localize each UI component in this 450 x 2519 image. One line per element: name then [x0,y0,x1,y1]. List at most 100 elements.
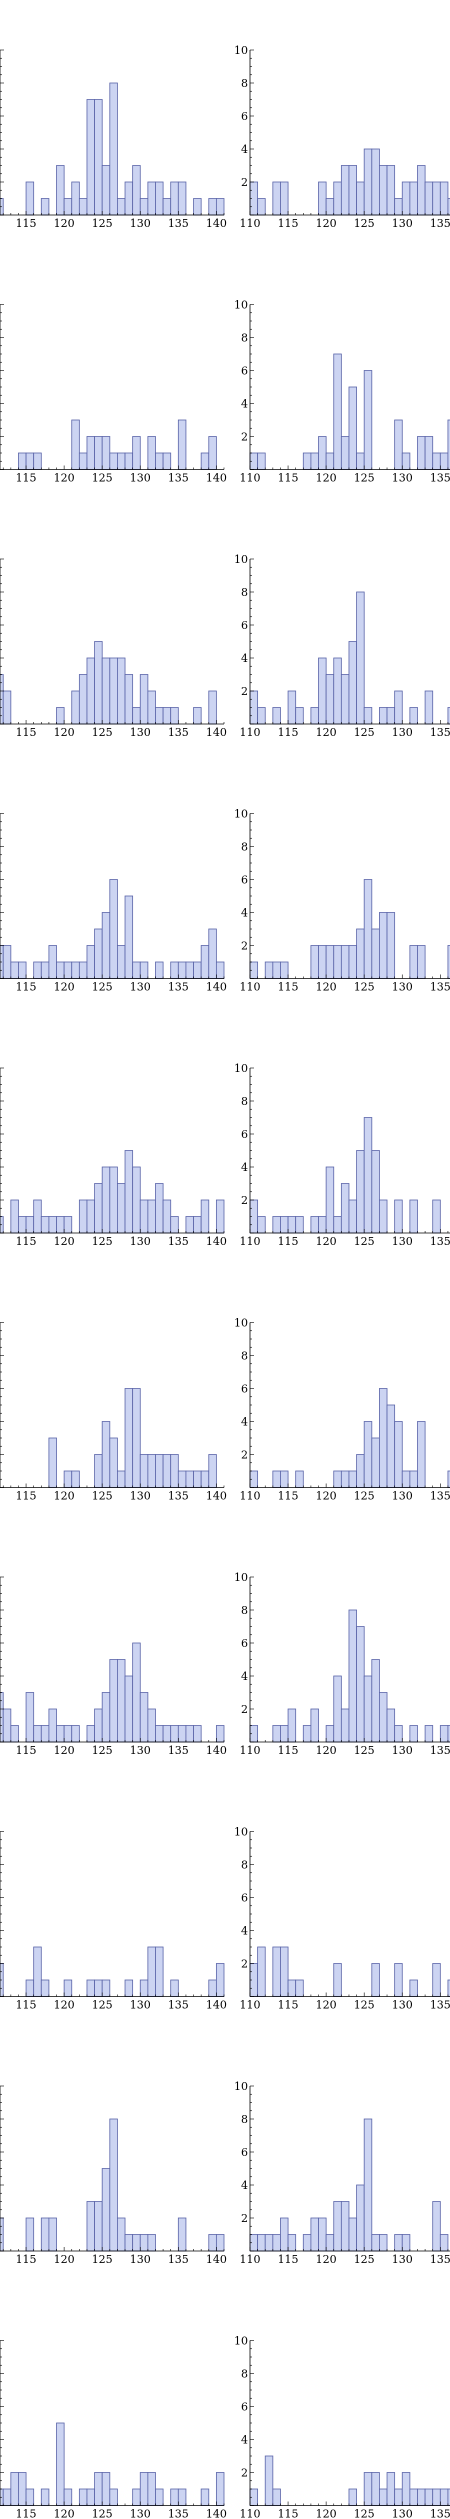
x-tick-label: 125 [354,1999,375,2012]
x-tick-label: 130 [130,1999,151,2012]
histogram-bar [447,945,450,979]
x-tick-label: 120 [54,2253,75,2266]
histogram-bar [363,2472,373,2506]
x-tick-label: 125 [354,1490,375,1503]
x-tick-label: 125 [92,2508,113,2519]
x-tick-label: 110 [240,1490,261,1503]
y-tick-label: 4 [241,907,248,920]
histogram-bar [272,2234,281,2252]
histogram-bar [139,2472,149,2506]
y-tick-label: 6 [241,2401,248,2414]
histogram-bar [94,641,103,725]
histogram-bar [101,657,111,725]
histogram-bar [139,1199,149,1234]
histogram-bar [287,690,297,725]
histogram-bar [310,1216,319,1234]
histogram-bar [264,961,274,979]
histogram-bar [447,1979,450,1997]
x-tick-label: 140 [206,1744,227,1757]
histogram-bar [155,1946,164,1997]
x-tick-label: 120 [54,726,75,739]
histogram-bar [424,436,434,470]
histogram-bar [394,1963,403,1997]
x-tick-label: 115 [278,2508,299,2519]
histogram-bar [379,912,388,979]
histogram-bar [139,1979,149,1997]
histogram-bar [117,198,126,216]
y-tick-label: 6 [241,365,248,378]
x-tick-label: 120 [316,2508,337,2519]
histogram-bar [272,1946,281,1997]
histogram-bar [117,2217,126,2252]
x-tick-label: 125 [92,2253,113,2266]
x-tick-label: 115 [278,981,299,994]
y-tick-label: 6 [241,874,248,887]
histogram-bar [48,1437,57,1488]
histogram-bar [325,198,335,216]
histogram-bar [170,1725,179,1743]
histogram-bar [280,1470,289,1488]
histogram-bar [18,452,27,470]
histogram-bar [424,2488,434,2506]
histogram-bar [78,452,88,470]
y-tick-label: 4 [241,2179,248,2192]
histogram-bar [280,1946,289,1997]
histogram-bar [117,1470,126,1488]
histogram-bar [101,2472,111,2506]
histogram-bar [33,961,42,979]
histogram-bar [177,181,187,216]
histogram-bar [208,198,217,216]
x-tick-label: 140 [206,1490,227,1503]
histogram-bar [86,1979,95,1997]
histogram-bar [78,674,88,725]
histogram-bar [356,2184,365,2252]
histogram-bar [193,1216,202,1234]
histogram-bar [215,2472,225,2506]
histogram-bar [363,370,373,470]
histogram-bar [348,165,357,216]
histogram-bar [25,452,35,470]
y-tick-label: 8 [241,2113,248,2126]
histogram-bar [287,2234,297,2252]
histogram-bar [432,2488,441,2506]
y-tick-label: 4 [241,1416,248,1429]
histogram-bar [310,945,319,979]
y-tick-label: 8 [241,586,248,599]
histogram-bar [394,198,403,216]
histogram-bar [280,1216,289,1234]
histogram-bar [439,452,449,470]
histogram-bar [432,2201,441,2252]
histogram-bar [447,1470,450,1488]
histogram-bar [310,707,319,725]
x-tick-label: 120 [54,981,75,994]
histogram-bar [310,2217,319,2252]
y-tick-label: 8 [241,1859,248,1872]
histogram-bar [287,1216,297,1234]
histogram-bar [417,1421,426,1488]
y-tick-label: 6 [241,110,248,123]
x-tick-label: 120 [316,1490,337,1503]
histogram-bar [371,1659,380,1743]
x-tick-label: 130 [130,981,151,994]
histogram-bar [86,2201,95,2252]
histogram-bar [386,1404,396,1488]
histogram-bar [409,1725,418,1743]
histogram-bar [200,945,210,979]
x-tick-label: 120 [54,472,75,485]
histogram-bar [409,945,418,979]
histogram-bar [132,707,141,725]
x-tick-label: 125 [92,217,113,230]
x-tick-label: 115 [16,981,37,994]
histogram-bar [185,1216,194,1234]
x-tick-label: 115 [278,1235,299,1248]
histogram-bar [386,707,396,725]
histogram-bar [193,707,202,725]
histogram-panel: 110 115 120 125 130 135 2 4 6 8 10 [234,1317,450,1503]
y-tick-label: 8 [241,841,248,854]
x-tick-label: 110 [240,2253,261,2266]
histogram-bar [33,1725,42,1743]
histogram-bar [386,912,396,979]
x-tick-label: 130 [130,472,151,485]
histogram-bar [185,1470,194,1488]
x-tick-label: 120 [54,2508,75,2519]
